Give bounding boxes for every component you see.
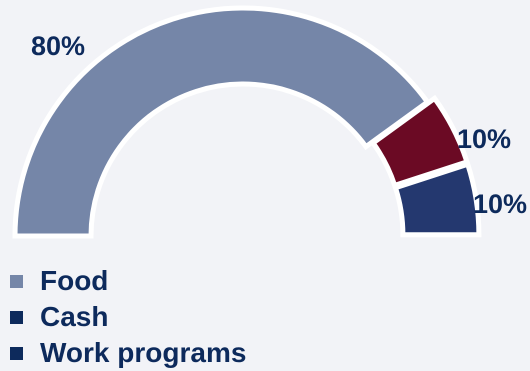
slice-label-work-programs: 10% — [473, 189, 527, 219]
legend-swatch-cash — [10, 311, 23, 324]
slice-label-food: 80% — [31, 31, 85, 61]
legend-label-work-programs: Work programs — [40, 339, 246, 367]
legend-swatch-food — [10, 275, 23, 288]
legend-swatch-work-programs — [10, 347, 23, 360]
chart-legend: Food Cash Work programs — [10, 263, 246, 371]
legend-item-cash: Cash — [10, 299, 246, 335]
legend-label-food: Food — [40, 267, 108, 295]
legend-label-cash: Cash — [40, 303, 108, 331]
legend-item-work-programs: Work programs — [10, 335, 246, 371]
legend-item-food: Food — [10, 263, 246, 299]
slice-label-cash: 10% — [457, 124, 511, 154]
